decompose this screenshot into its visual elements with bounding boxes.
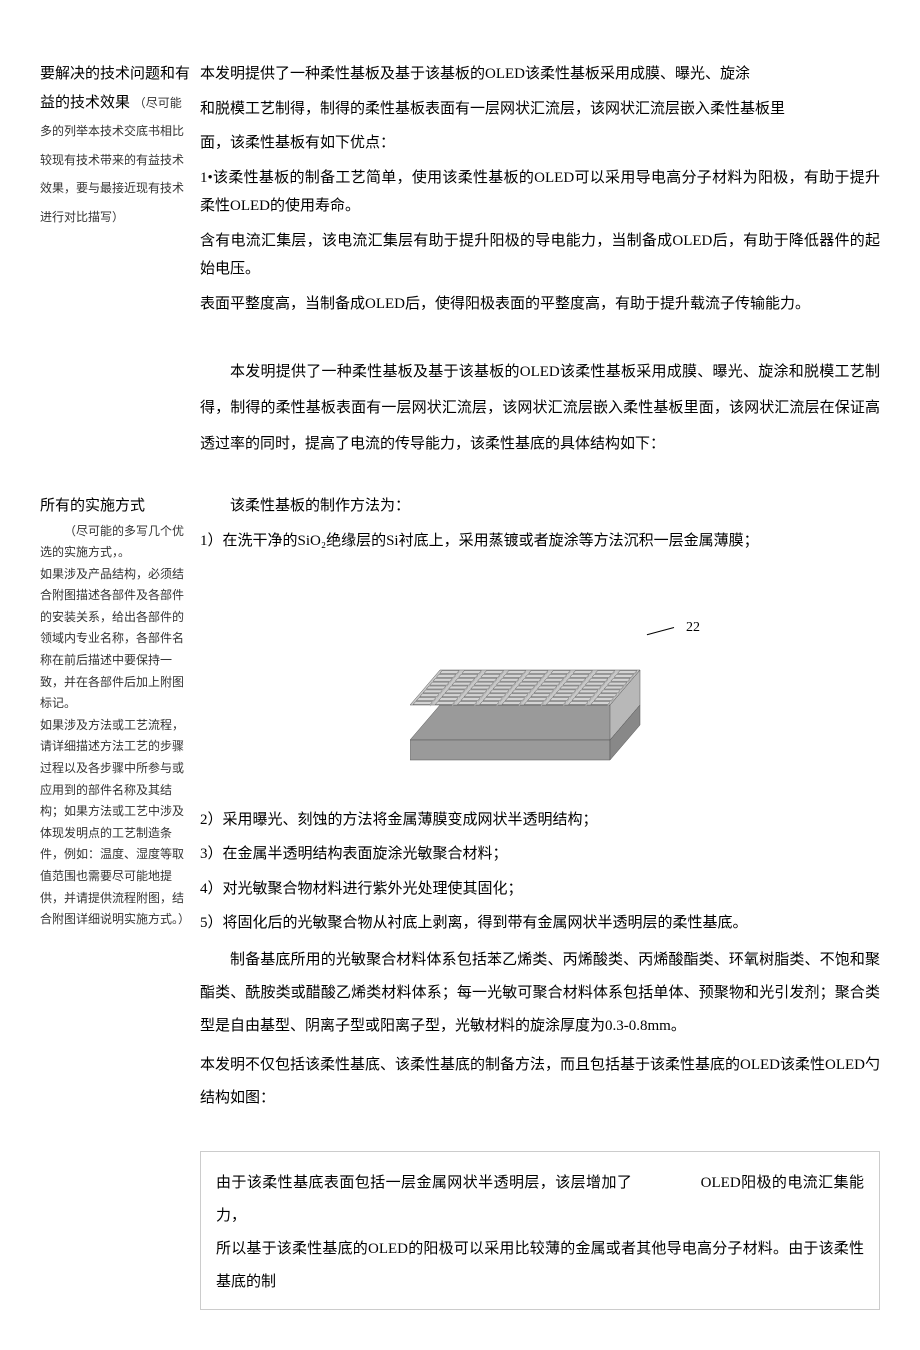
intro-paragraph: 本发明提供了一种柔性基板及基于该基板的OLED该柔性基板采用成膜、曝光、旋涂和脱… [40,354,880,462]
intro-p1: 本发明提供了一种柔性基板及基于该基板的OLED该柔性基板采用成膜、曝光、旋涂和脱… [200,354,880,462]
figure-wrap: 22 [410,575,670,786]
content-column-1: 本发明提供了一种柔性基板及基于该基板的OLED该柔性基板采用成膜、曝光、旋涂 和… [200,60,880,324]
s2-p3: 2）采用曝光、刻蚀的方法将金属薄膜变成网状半透明结构； [200,806,880,835]
s2-p7: 制备基底所用的光敏聚合材料体系包括苯乙烯类、丙烯酸类、丙烯酸酯类、环氧树脂类、不… [200,944,880,1043]
bb-line1-a: 由于该柔性基底表面包括一层金属网状半透明层，该层增加了 [216,1175,632,1191]
label-column-1: 要解决的技术问题和有益的技术效果 （尽可能多的列举本技术交底书相比较现有技术带来… [40,60,200,231]
s2-p4: 3）在金属半透明结构表面旋涂光敏聚合材料； [200,840,880,869]
label-title-2: 所有的实施方式 [40,492,190,521]
figure-container: 22 [200,575,880,786]
s2-p6: 5）将固化后的光敏聚合物从衬底上剥离，得到带有金属网状半透明层的柔性基底。 [200,909,880,938]
s2-p8: 本发明不仅包括该柔性基底、该柔性基底的制备方法，而且包括基于该柔性基底的OLED… [200,1049,880,1115]
section-technical-problem: 要解决的技术问题和有益的技术效果 （尽可能多的列举本技术交底书相比较现有技术带来… [40,60,880,324]
s2-p1: 该柔性基板的制作方法为： [200,492,880,521]
bb-line2: 所以基于该柔性基底的OLED的阳极可以采用比较薄的金属或者其他导电高分子材料。由… [216,1233,864,1299]
s1-p1: 本发明提供了一种柔性基板及基于该基板的OLED该柔性基板采用成膜、曝光、旋涂 [200,60,880,89]
s2-p5: 4）对光敏聚合物材料进行紫外光处理使其固化； [200,875,880,904]
grid-substrate-figure [410,575,670,775]
label-column-2: 所有的实施方式 （尽可能的多写几个优选的实施方式，。 如果涉及产品结构，必须结合… [40,492,200,931]
s1-p4: 1•该柔性基板的制备工艺简单，使用该柔性基板的OLED可以采用导电高分子材料为阳… [200,164,880,221]
s2-p2: 1）在洗干净的SiO₂绝缘层的Si衬底上，采用蒸镀或者旋涂等方法沉积一层金属薄膜… [200,527,880,556]
label-note-2: （尽可能的多写几个优选的实施方式，。 如果涉及产品结构，必须结合附图描述各部件及… [40,521,190,931]
s1-p3: 面，该柔性基板有如下优点： [200,129,880,158]
label-note-1: （尽可能多的列举本技术交底书相比较现有技术带来的有益技术效果，要与最接近现有技术… [40,96,184,224]
figure-label-22: 22 [686,615,700,642]
bb-line1: 由于该柔性基底表面包括一层金属网状半透明层，该层增加了 OLED阳极的电流汇集能… [216,1167,864,1233]
bottom-bordered-box: 由于该柔性基底表面包括一层金属网状半透明层，该层增加了 OLED阳极的电流汇集能… [200,1151,880,1310]
s1-p6: 表面平整度高，当制备成OLED后，使得阳极表面的平整度高，有助于提升载流子传输能… [200,290,880,319]
s1-p5: 含有电流汇集层，该电流汇集层有助于提升阳极的导电能力，当制备成OLED后，有助于… [200,227,880,284]
content-column-2: 该柔性基板的制作方法为： 1）在洗干净的SiO₂绝缘层的Si衬底上，采用蒸镀或者… [200,492,880,1121]
section-implementation: 所有的实施方式 （尽可能的多写几个优选的实施方式，。 如果涉及产品结构，必须结合… [40,492,880,1121]
s1-p2: 和脱模工艺制得，制得的柔性基板表面有一层网状汇流层，该网状汇流层嵌入柔性基板里 [200,95,880,124]
